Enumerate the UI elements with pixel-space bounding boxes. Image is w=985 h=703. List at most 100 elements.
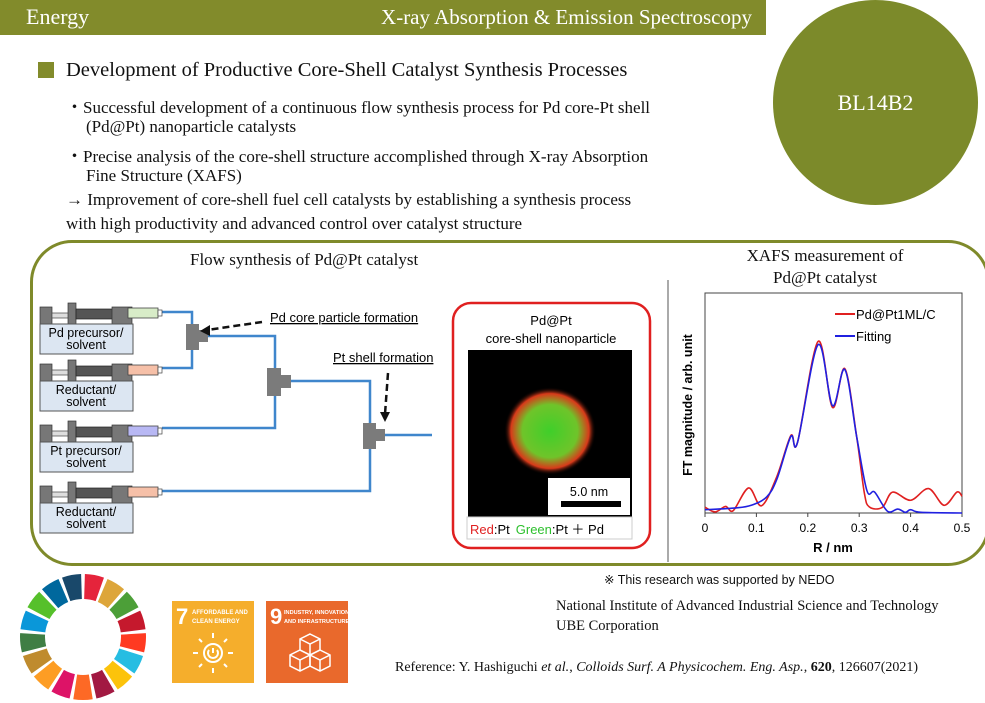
arrowhead-core xyxy=(200,325,210,336)
syringe-barrel xyxy=(127,307,159,319)
mixer-1 xyxy=(186,324,199,350)
sdg-wheel-segment xyxy=(119,633,147,653)
scale-bar-box xyxy=(548,478,630,515)
sdg-wheel-segment xyxy=(22,648,53,674)
sdg-wheel-segment xyxy=(27,591,57,620)
scale-bar xyxy=(561,501,621,507)
sdg7-line1: AFFORDABLE AND xyxy=(192,610,248,616)
sdg-wheel-segment xyxy=(73,674,93,701)
panel-divider xyxy=(667,280,669,562)
sdg-wheel-segment xyxy=(41,578,69,609)
sdg-wheel-segment xyxy=(62,574,82,602)
syringe-label-box xyxy=(39,380,134,412)
syringe-barrel xyxy=(127,364,159,376)
nanoparticle xyxy=(504,387,596,475)
sdg7-line2: CLEAN ENERGY xyxy=(192,619,240,625)
plot-area xyxy=(704,292,963,514)
category-label: Energy xyxy=(26,4,90,29)
beamline-badge: BL14B2 xyxy=(773,0,978,205)
sdg-wheel xyxy=(19,574,147,701)
affiliation-1: National Institute of Advanced Industria… xyxy=(556,598,939,614)
sdg-wheel-segment xyxy=(33,660,63,690)
syringe-label-line2: solvent xyxy=(66,517,106,531)
legend-label-2: Fitting xyxy=(856,329,891,344)
syringe-pump: Pd precursor/solvent xyxy=(39,302,163,355)
y-axis-label: FT magnitude / arb. unit xyxy=(681,333,695,476)
x-tick-label: 0.5 xyxy=(954,521,971,535)
syringe-pump: Pt precursor/solvent xyxy=(39,420,163,473)
reference: Reference: Y. Hashiguchi et al., Colloid… xyxy=(395,660,919,675)
flow-title: Flow synthesis of Pd@Pt catalyst xyxy=(190,250,419,269)
arrowhead-shell xyxy=(380,412,390,422)
mixer-junctions xyxy=(186,324,385,449)
beamline-label: BL14B2 xyxy=(837,89,914,115)
xafs-title-line2: Pd@Pt catalyst xyxy=(773,268,877,287)
syringe-barrel xyxy=(127,486,159,498)
sdg-wheel-segment xyxy=(109,591,139,620)
x-tick-label: 0.1 xyxy=(748,521,765,535)
conclusion-cont: with high productivity and advanced cont… xyxy=(66,214,523,233)
x-tick-label: 0.3 xyxy=(851,521,868,535)
sdg9-number: 9 xyxy=(270,604,282,629)
mixer-3 xyxy=(363,423,376,449)
x-tick-label: 0 xyxy=(702,521,709,535)
sdg9-line2: AND INFRASTRUCTURE xyxy=(284,619,350,625)
label-core-formation: Pd core particle formation xyxy=(270,310,418,325)
cubes-icon xyxy=(289,633,331,672)
syringe-label-line1: Reductant/ xyxy=(56,505,117,519)
syringe-label-line2: solvent xyxy=(66,456,106,470)
syringe-label-box xyxy=(39,323,134,355)
scale-bar-label: 5.0 nm xyxy=(570,485,608,499)
syringe-label-line1: Pd precursor/ xyxy=(48,326,124,340)
sdg-wheel-segment xyxy=(113,648,144,674)
particle-subtitle: core-shell nanoparticle xyxy=(486,331,617,346)
bullet-1: ・Successful development of a continuous … xyxy=(66,98,651,117)
bullet-2: ・Precise analysis of the core-shell stru… xyxy=(66,147,649,166)
xafs-title: XAFS measurement of Pd@Pt catalyst xyxy=(700,245,950,289)
mixer-2 xyxy=(267,368,281,396)
color-legend-text: Red:Pt Green:Pt ＋ Pd xyxy=(470,522,604,537)
sdg-wheel-segment xyxy=(97,578,125,609)
x-axis-label: R / nm xyxy=(813,540,853,555)
sun-power-icon xyxy=(193,633,233,673)
syringe-pump: Reductant/solvent xyxy=(39,359,163,412)
color-legend xyxy=(466,516,633,540)
syringe-pump: Reductant/solvent xyxy=(39,481,163,534)
funding-note: ※ This research was supported by NEDO xyxy=(604,573,835,587)
syringe-label-line1: Pt precursor/ xyxy=(50,444,122,458)
figure-panel xyxy=(30,240,985,566)
legend-label-1: Pd@Pt1ML/C xyxy=(856,307,936,322)
syringe-label-box xyxy=(39,441,134,473)
syringe-label-line1: Reductant/ xyxy=(56,383,117,397)
xafs-chart: 0 0.1 0.2 0.3 0.4 0.5 xyxy=(702,292,971,535)
syringe-label-line2: solvent xyxy=(66,338,106,352)
x-tick-label: 0.4 xyxy=(902,521,919,535)
syringe-barrel xyxy=(127,425,159,437)
sdg-wheel-segment xyxy=(84,574,104,602)
sdg-wheel-segment xyxy=(103,660,133,690)
bullet-1-cont: (Pd@Pt) nanoparticle catalysts xyxy=(86,117,297,136)
sdg-wheel-segment xyxy=(91,669,115,699)
xafs-title-line1: XAFS measurement of xyxy=(746,246,904,265)
affiliation-2: UBE Corporation xyxy=(556,618,659,634)
label-shell-formation: Pt shell formation xyxy=(333,350,433,365)
syringe-label-line2: solvent xyxy=(66,395,106,409)
series-line-fitting xyxy=(704,343,963,514)
sdg-wheel-segment xyxy=(117,610,146,633)
sdg-wheel-segment xyxy=(20,610,49,633)
section-title: Development of Productive Core-Shell Cat… xyxy=(66,59,628,81)
conclusion: → Improvement of core-shell fuel cell ca… xyxy=(66,190,632,209)
x-tick-label: 0.2 xyxy=(799,521,816,535)
sdg-wheel-segment xyxy=(51,669,75,699)
sdg9-line1: INDUSTRY, INNOVATION xyxy=(284,610,349,616)
dashed-arrows xyxy=(206,320,390,415)
bullet-2-cont: Fine Structure (XAFS) xyxy=(86,166,242,185)
field-label: X-ray Absorption & Emission Spectroscopy xyxy=(381,5,752,29)
title-bullet-square xyxy=(38,62,54,78)
header-bar: Energy X-ray Absorption & Emission Spect… xyxy=(0,0,766,35)
particle-title: Pd@Pt xyxy=(530,313,572,328)
syringe-label-box xyxy=(39,502,134,534)
sdg-wheel-segment xyxy=(19,633,47,653)
sdg7-number: 7 xyxy=(176,604,188,629)
